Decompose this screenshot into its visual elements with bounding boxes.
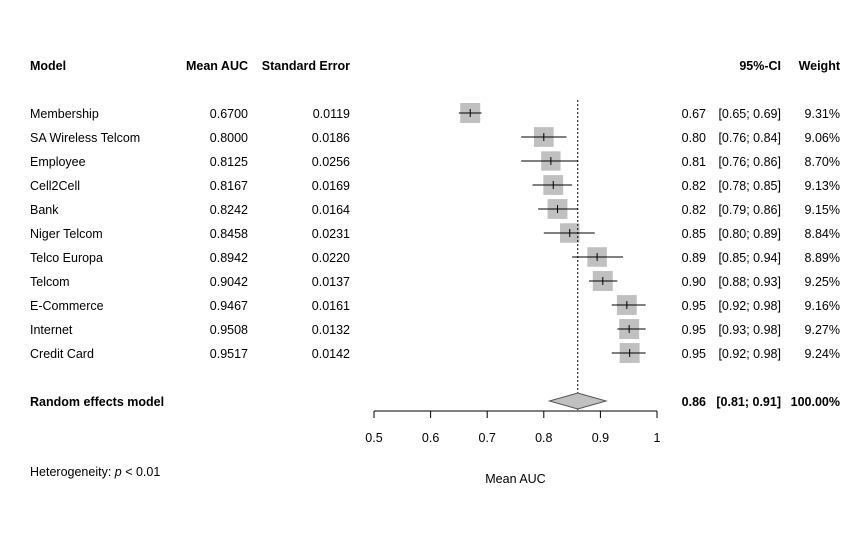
study-weight: 9.16%: [805, 299, 840, 313]
summary-weight: 100.00%: [791, 395, 840, 409]
study-mean-auc: 0.9517: [210, 347, 248, 361]
study-standard-error: 0.0142: [312, 347, 350, 361]
header-standard-error: Standard Error: [262, 59, 350, 73]
study-model-label: Telco Europa: [30, 251, 103, 265]
study-estimate: 0.67: [682, 107, 706, 121]
study-mean-auc: 0.9042: [210, 275, 248, 289]
study-estimate: 0.95: [682, 347, 706, 361]
study-estimate: 0.90: [682, 275, 706, 289]
x-tick-label: 0.5: [365, 431, 382, 445]
x-tick-label: 0.6: [422, 431, 439, 445]
study-ci: [0.76; 0.86]: [718, 155, 781, 169]
study-model-label: Niger Telcom: [30, 227, 103, 241]
study-estimate: 0.80: [682, 131, 706, 145]
study-mean-auc: 0.8458: [210, 227, 248, 241]
study-model-label: Cell2Cell: [30, 179, 80, 193]
study-model-label: Employee: [30, 155, 86, 169]
study-ci: [0.65; 0.69]: [718, 107, 781, 121]
study-standard-error: 0.0169: [312, 179, 350, 193]
x-tick-label: 0.9: [592, 431, 609, 445]
study-standard-error: 0.0137: [312, 275, 350, 289]
summary-ci: [0.81; 0.91]: [716, 395, 781, 409]
x-axis-title: Mean AUC: [485, 472, 545, 486]
study-ci: [0.76; 0.84]: [718, 131, 781, 145]
study-weight: 8.70%: [805, 155, 840, 169]
study-model-label: Credit Card: [30, 347, 94, 361]
study-ci: [0.80; 0.89]: [718, 227, 781, 241]
study-standard-error: 0.0132: [312, 323, 350, 337]
study-model-label: SA Wireless Telcom: [30, 131, 140, 145]
study-mean-auc: 0.8942: [210, 251, 248, 265]
study-model-label: Bank: [30, 203, 59, 217]
study-standard-error: 0.0161: [312, 299, 350, 313]
study-mean-auc: 0.8167: [210, 179, 248, 193]
header-model: Model: [30, 59, 66, 73]
study-mean-auc: 0.8000: [210, 131, 248, 145]
x-tick-label: 1: [654, 431, 661, 445]
study-weight: 8.89%: [805, 251, 840, 265]
study-weight: 9.25%: [805, 275, 840, 289]
study-weight: 9.27%: [805, 323, 840, 337]
study-weight: 9.13%: [805, 179, 840, 193]
x-tick-label: 0.8: [535, 431, 552, 445]
study-weight: 9.31%: [805, 107, 840, 121]
plot-area: [458, 100, 646, 411]
study-mean-auc: 0.6700: [210, 107, 248, 121]
study-standard-error: 0.0220: [312, 251, 350, 265]
study-weight: 8.84%: [805, 227, 840, 241]
study-ci: [0.78; 0.85]: [718, 179, 781, 193]
study-weight: 9.24%: [805, 347, 840, 361]
study-weight: 9.06%: [805, 131, 840, 145]
study-standard-error: 0.0231: [312, 227, 350, 241]
study-ci: [0.92; 0.98]: [718, 347, 781, 361]
study-model-label: Membership: [30, 107, 99, 121]
study-estimate: 0.81: [682, 155, 706, 169]
header-mean-auc: Mean AUC: [186, 59, 248, 73]
study-standard-error: 0.0119: [313, 107, 350, 121]
study-estimate: 0.82: [682, 179, 706, 193]
study-estimate: 0.85: [682, 227, 706, 241]
header-weight: Weight: [799, 59, 841, 73]
summary-estimate: 0.86: [682, 395, 706, 409]
study-estimate: 0.95: [682, 299, 706, 313]
study-ci: [0.85; 0.94]: [718, 251, 781, 265]
study-model-label: E-Commerce: [30, 299, 104, 313]
study-ci: [0.92; 0.98]: [718, 299, 781, 313]
study-model-label: Telcom: [30, 275, 70, 289]
summary-model-label: Random effects model: [30, 395, 164, 409]
study-mean-auc: 0.9508: [210, 323, 248, 337]
x-axis: 0.5 0.6 0.7 0.8 0.9 1 Mean AUC: [365, 410, 661, 486]
summary-diamond: [547, 392, 608, 410]
study-standard-error: 0.0186: [312, 131, 350, 145]
study-ci: [0.93; 0.98]: [718, 323, 781, 337]
study-model-label: Internet: [30, 323, 73, 337]
study-mean-auc: 0.9467: [210, 299, 248, 313]
study-mean-auc: 0.8242: [210, 203, 248, 217]
study-estimate: 0.95: [682, 323, 706, 337]
header-ci: 95%-CI: [739, 59, 781, 73]
study-standard-error: 0.0256: [312, 155, 350, 169]
heterogeneity-text: Heterogeneity: p < 0.01: [30, 465, 160, 479]
summary-row: Random effects model 0.86 [0.81; 0.91] 100.…: [30, 392, 840, 410]
study-rows: Membership 0.6700 0.0119 0.67 [0.65; 0.69] 9.…: [30, 107, 840, 361]
study-estimate: 0.89: [682, 251, 706, 265]
study-ci: [0.79; 0.86]: [718, 203, 781, 217]
study-standard-error: 0.0164: [312, 203, 350, 217]
study-mean-auc: 0.8125: [210, 155, 248, 169]
x-tick-label: 0.7: [479, 431, 496, 445]
study-ci: [0.88; 0.93]: [718, 275, 781, 289]
study-estimate: 0.82: [682, 203, 706, 217]
study-weight: 9.15%: [805, 203, 840, 217]
